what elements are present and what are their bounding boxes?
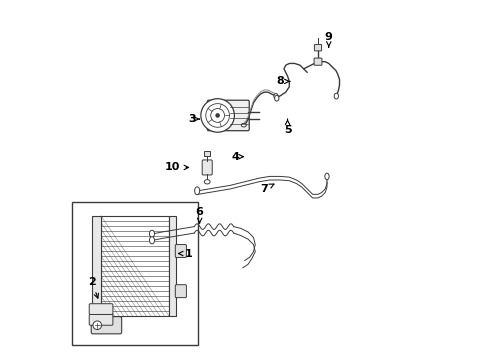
Ellipse shape xyxy=(149,237,154,244)
Ellipse shape xyxy=(333,93,338,99)
Text: 5: 5 xyxy=(283,119,291,135)
Ellipse shape xyxy=(194,187,199,195)
Text: 6: 6 xyxy=(195,207,203,223)
Text: 10: 10 xyxy=(165,162,188,172)
Bar xyxy=(169,216,176,316)
Text: 9: 9 xyxy=(324,32,332,47)
Text: 7: 7 xyxy=(260,184,273,194)
Ellipse shape xyxy=(324,173,328,180)
Bar xyxy=(92,216,101,316)
FancyBboxPatch shape xyxy=(314,44,321,51)
Text: 2: 2 xyxy=(88,277,98,298)
Circle shape xyxy=(201,99,234,132)
Bar xyxy=(101,216,169,316)
FancyBboxPatch shape xyxy=(89,315,113,325)
Text: 3: 3 xyxy=(188,114,199,124)
Ellipse shape xyxy=(241,123,246,127)
FancyBboxPatch shape xyxy=(207,100,249,131)
Ellipse shape xyxy=(204,180,210,184)
Circle shape xyxy=(216,114,219,117)
FancyBboxPatch shape xyxy=(175,244,186,257)
FancyBboxPatch shape xyxy=(89,304,113,315)
FancyBboxPatch shape xyxy=(203,151,210,156)
FancyBboxPatch shape xyxy=(91,317,122,334)
FancyBboxPatch shape xyxy=(175,285,186,298)
Ellipse shape xyxy=(149,230,154,237)
FancyBboxPatch shape xyxy=(313,58,321,65)
Text: 4: 4 xyxy=(231,152,243,162)
Text: 1: 1 xyxy=(178,248,192,258)
Circle shape xyxy=(93,321,102,329)
Text: 8: 8 xyxy=(276,76,289,86)
Ellipse shape xyxy=(274,95,278,101)
Ellipse shape xyxy=(273,94,278,99)
Circle shape xyxy=(210,109,224,122)
Bar xyxy=(72,202,198,345)
FancyBboxPatch shape xyxy=(202,160,212,175)
Circle shape xyxy=(205,104,229,127)
